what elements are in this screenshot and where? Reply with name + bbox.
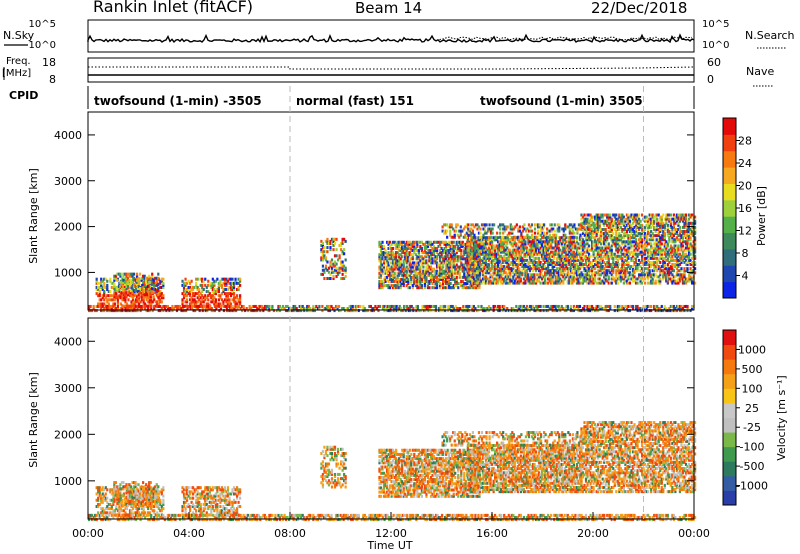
nave-tick-top: 60 [707, 56, 721, 69]
x-tick-label-3: 12:00 [375, 527, 407, 540]
velocity-ytick-label-0: 1000 [54, 475, 82, 488]
power-cbar-cell-6 [723, 183, 736, 201]
power-ylabel: Slant Range [km] [27, 168, 40, 264]
velocity-cbar-tick-5: -100 [740, 441, 765, 454]
power-cbar-tick-4: 20 [738, 180, 752, 193]
nsearch-tick-bot: 10^0 [702, 40, 729, 51]
velocity-cbar-cell-10 [723, 344, 736, 360]
power-cbar-cell-9 [723, 134, 736, 152]
beam-title: Beam 14 [355, 0, 423, 17]
velocity-cbar-cell-11 [723, 330, 736, 346]
velocity-cbar-cell-8 [723, 373, 736, 389]
station-title: Rankin Inlet (fitACF) [93, 0, 254, 16]
cpid-segment-1: normal (fast) 151 [296, 94, 414, 108]
power-cbar-cell-2 [723, 248, 736, 266]
velocity-cbar-tick-6: -500 [740, 460, 765, 473]
velocity-ytick-label-3: 4000 [54, 335, 82, 348]
power-cbar-label: Power [dB] [755, 186, 768, 246]
freq-panel: Freq. [MHz] 18 8 60 0 Nave [2, 56, 774, 87]
cpid-segment-2: twofsound (1-min) 3505 [480, 94, 643, 108]
power-cbar-tick-6: 28 [738, 135, 752, 148]
nsearch-label: N.Search [745, 29, 795, 42]
velocity-cbar-cell-1 [723, 475, 736, 491]
velocity-cbar-tick-7: -1000 [736, 480, 768, 493]
velocity-cbar-tick-1: 500 [742, 363, 763, 376]
velocity-cbar-cell-6 [723, 402, 736, 418]
velocity-cbar-cell-0 [723, 490, 736, 506]
power-cbar-tick-2: 12 [738, 225, 752, 238]
nave-tick-bot: 0 [707, 73, 714, 86]
velocity-cbar-tick-2: 100 [742, 382, 763, 395]
velocity-cbar-tick-4: -25 [743, 421, 761, 434]
power-cbar-tick-0: 4 [742, 270, 749, 283]
cpid-segment-0: twofsound (1-min) -3505 [94, 94, 262, 108]
velocity-ytick-label-2: 3000 [54, 382, 82, 395]
velocity-cbar-cell-7 [723, 388, 736, 404]
x-tick-label-5: 20:00 [577, 527, 609, 540]
velocity-cbar-cell-3 [723, 446, 736, 462]
x-tick-label-4: 16:00 [476, 527, 508, 540]
x-axis-label: Time UT [366, 539, 412, 552]
power-cbar-tick-3: 16 [738, 202, 752, 215]
nsky-tick-bot: 10^0 [29, 40, 56, 51]
power-panel: 1000 2000 3000 4000 Slant Range [km] 4 8 12 16… [27, 111, 768, 313]
velocity-cbar-cell-2 [723, 461, 736, 477]
freq-tick-bot: 8 [49, 73, 56, 86]
power-ytick-label-1: 2000 [54, 221, 82, 234]
velocity-cbar-label: Velocity [m s⁻¹] [775, 375, 788, 460]
freq-label: Freq. [6, 56, 31, 67]
power-cbar-cell-3 [723, 232, 736, 250]
nave-label: Nave [746, 65, 774, 78]
velocity-cbar-tick-3: 25 [745, 402, 759, 415]
freq-tick-top: 18 [42, 56, 56, 69]
nsearch-trace [439, 36, 693, 41]
power-cbar-cell-0 [723, 281, 736, 299]
nsearch-tick-top: 10^5 [702, 19, 729, 30]
nave-trace [88, 66, 695, 70]
power-cbar-cell-7 [723, 167, 736, 184]
nsky-panel: N.Sky 10^5 10^0 10^5 10^0 N.Search [3, 19, 795, 53]
freq-unit: [MHz] [2, 68, 31, 79]
power-cbar-cell-5 [723, 199, 736, 217]
nsky-tick-top: 10^5 [29, 19, 56, 30]
power-ytick-label-0: 1000 [54, 266, 82, 279]
velocity-ylabel: Slant Range [km] [27, 372, 40, 468]
cpid-label: CPID [9, 89, 38, 102]
x-tick-label-6: 00:00 [678, 527, 710, 540]
power-cbar-tick-1: 8 [742, 247, 749, 260]
power-cbar-tick-5: 24 [738, 157, 752, 170]
power-ytick-label-3: 4000 [54, 129, 82, 142]
power-cbar-cell-8 [723, 150, 736, 168]
velocity-ytick-label-1: 2000 [54, 428, 82, 441]
velocity-cbar-cell-9 [723, 359, 736, 375]
velocity-cbar-cell-4 [723, 432, 736, 448]
velocity-cbar-cell-5 [723, 417, 736, 433]
nsky-trace [87, 33, 695, 44]
power-ytick-label-2: 3000 [54, 175, 82, 188]
power-cbar-cell-10 [723, 118, 736, 135]
date-title: 22/Dec/2018 [591, 0, 688, 17]
x-tick-label-2: 08:00 [274, 527, 306, 540]
power-cbar-cell-1 [723, 265, 736, 283]
x-tick-label-1: 04:00 [173, 527, 205, 540]
x-tick-label-0: 00:00 [72, 527, 104, 540]
power-cbar-cell-4 [723, 216, 736, 234]
cpid-panel: CPID twofsound (1-min) -3505 normal (fast… [9, 86, 695, 109]
velocity-cbar-tick-0: 1000 [738, 343, 766, 356]
nsky-label: N.Sky [3, 29, 35, 42]
velocity-panel: 1000 2000 3000 4000 Slant Range [km] 1000 50… [27, 317, 788, 522]
